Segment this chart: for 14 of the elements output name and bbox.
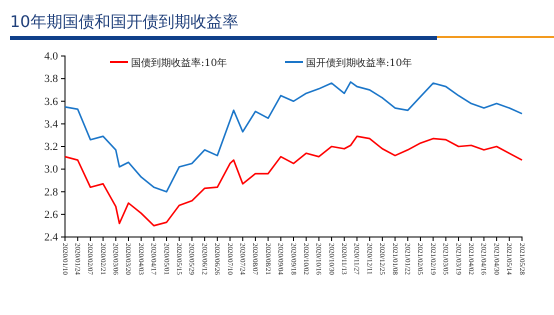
y-tick-label: 3.8 [44,73,58,86]
y-tick-label: 2.4 [44,232,58,244]
legend-label: 国开债到期收益率:10年 [306,57,412,69]
y-tick-label: 3.0 [44,164,58,176]
y-tick-label: 3.6 [44,96,58,108]
legend-label: 国债到期收益率:10年 [131,57,228,69]
y-tick-label: 3.4 [44,118,58,130]
y-tick-label: 2.8 [44,186,58,198]
y-tick-label: 4.0 [44,50,58,63]
y-tick-label: 2.6 [44,208,58,221]
line-series [64,81,523,193]
chart-title: 10年期国债和国开债到期收益率 [10,12,238,31]
line-series [64,136,523,226]
y-tick-label: 3.2 [44,141,58,154]
